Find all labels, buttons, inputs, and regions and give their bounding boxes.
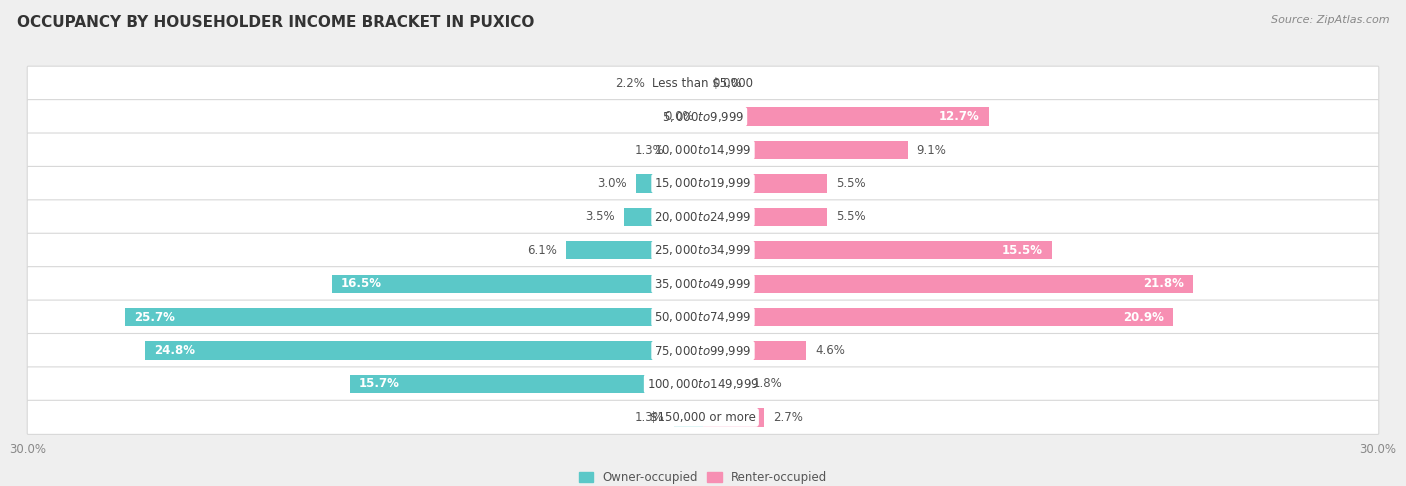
Bar <box>673 408 703 427</box>
Bar <box>654 74 703 92</box>
Legend: Owner-occupied, Renter-occupied: Owner-occupied, Renter-occupied <box>579 471 827 484</box>
FancyBboxPatch shape <box>27 300 1379 334</box>
Bar <box>145 341 703 360</box>
Bar <box>624 208 703 226</box>
Text: 20.9%: 20.9% <box>1123 311 1164 324</box>
Bar <box>332 275 703 293</box>
Text: 5.5%: 5.5% <box>835 210 865 224</box>
Text: 12.7%: 12.7% <box>939 110 980 123</box>
Bar <box>703 275 1194 293</box>
Bar <box>350 375 703 393</box>
Text: $5,000 to $9,999: $5,000 to $9,999 <box>662 110 744 123</box>
Text: 15.7%: 15.7% <box>359 378 399 390</box>
Text: $50,000 to $74,999: $50,000 to $74,999 <box>654 310 752 324</box>
Text: 4.6%: 4.6% <box>815 344 845 357</box>
Text: $150,000 or more: $150,000 or more <box>650 411 756 424</box>
FancyBboxPatch shape <box>27 133 1379 167</box>
Bar <box>703 408 763 427</box>
Text: 2.2%: 2.2% <box>614 77 644 90</box>
Text: 3.5%: 3.5% <box>586 210 616 224</box>
FancyBboxPatch shape <box>27 400 1379 434</box>
Bar <box>565 241 703 260</box>
Bar <box>703 308 1173 326</box>
Bar <box>703 208 827 226</box>
Text: 5.5%: 5.5% <box>835 177 865 190</box>
Text: 1.8%: 1.8% <box>752 378 782 390</box>
FancyBboxPatch shape <box>27 267 1379 301</box>
Text: $10,000 to $14,999: $10,000 to $14,999 <box>654 143 752 157</box>
Text: $100,000 to $149,999: $100,000 to $149,999 <box>647 377 759 391</box>
Bar <box>703 375 744 393</box>
Text: 6.1%: 6.1% <box>527 244 557 257</box>
Text: Less than $5,000: Less than $5,000 <box>652 77 754 90</box>
Bar <box>703 241 1052 260</box>
FancyBboxPatch shape <box>27 200 1379 234</box>
Bar <box>703 341 807 360</box>
Bar <box>703 141 908 159</box>
Text: 2.7%: 2.7% <box>773 411 803 424</box>
Text: 25.7%: 25.7% <box>134 311 174 324</box>
FancyBboxPatch shape <box>27 66 1379 100</box>
Text: 21.8%: 21.8% <box>1143 277 1184 290</box>
Bar <box>125 308 703 326</box>
Text: 24.8%: 24.8% <box>155 344 195 357</box>
Text: 9.1%: 9.1% <box>917 143 946 156</box>
Bar <box>673 141 703 159</box>
Bar <box>636 174 703 192</box>
Text: 15.5%: 15.5% <box>1001 244 1043 257</box>
Text: OCCUPANCY BY HOUSEHOLDER INCOME BRACKET IN PUXICO: OCCUPANCY BY HOUSEHOLDER INCOME BRACKET … <box>17 15 534 30</box>
Text: $20,000 to $24,999: $20,000 to $24,999 <box>654 210 752 224</box>
FancyBboxPatch shape <box>27 333 1379 367</box>
Bar <box>703 174 827 192</box>
Text: 16.5%: 16.5% <box>340 277 382 290</box>
Text: 0.0%: 0.0% <box>665 110 695 123</box>
FancyBboxPatch shape <box>27 367 1379 401</box>
FancyBboxPatch shape <box>27 166 1379 201</box>
Text: $75,000 to $99,999: $75,000 to $99,999 <box>654 344 752 358</box>
Bar <box>703 107 988 126</box>
Text: Source: ZipAtlas.com: Source: ZipAtlas.com <box>1271 15 1389 25</box>
Text: 3.0%: 3.0% <box>598 177 627 190</box>
FancyBboxPatch shape <box>27 100 1379 134</box>
FancyBboxPatch shape <box>27 233 1379 267</box>
Text: $15,000 to $19,999: $15,000 to $19,999 <box>654 176 752 191</box>
Text: $25,000 to $34,999: $25,000 to $34,999 <box>654 243 752 257</box>
Text: 0.0%: 0.0% <box>711 77 741 90</box>
Text: $35,000 to $49,999: $35,000 to $49,999 <box>654 277 752 291</box>
Text: 1.3%: 1.3% <box>636 143 665 156</box>
Text: 1.3%: 1.3% <box>636 411 665 424</box>
